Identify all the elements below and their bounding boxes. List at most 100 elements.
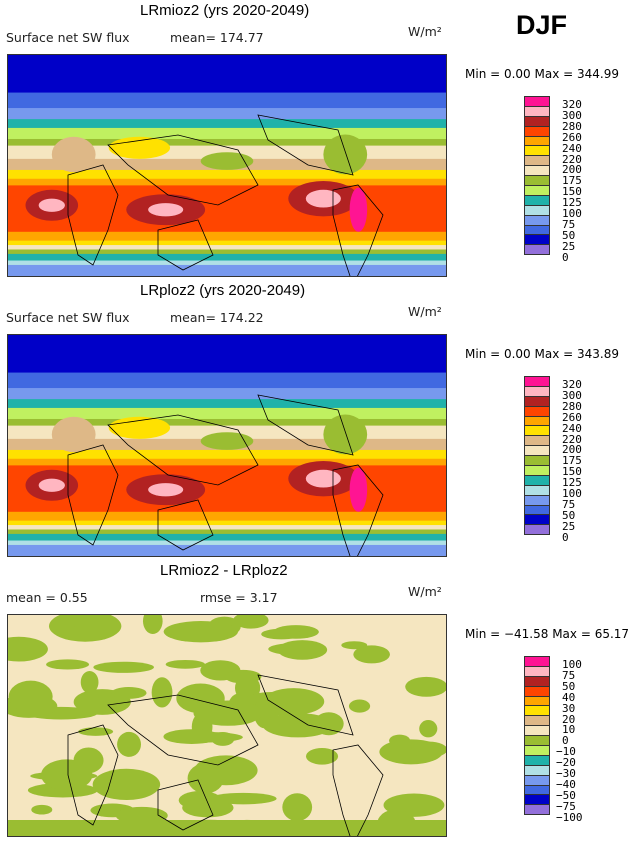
flux-band: [8, 260, 446, 266]
diff-region: [263, 688, 325, 715]
flux-band: [8, 335, 446, 374]
flux-band: [8, 264, 446, 277]
coastline: [157, 219, 214, 271]
diff-region: [41, 759, 93, 791]
flux-band: [8, 249, 446, 255]
rmse-label: rmse = 3.17: [200, 590, 278, 605]
diff-region: [8, 820, 446, 836]
diff-region: [348, 699, 371, 713]
flux-region: [200, 432, 254, 450]
diff-region: [182, 798, 234, 818]
colorbar-tick-label: 175: [562, 454, 582, 468]
colorbar-tick-label: 150: [562, 465, 582, 479]
coastline: [67, 164, 119, 266]
flux-band: [8, 540, 446, 546]
diff-region: [172, 732, 243, 743]
colorbar: [524, 656, 550, 816]
flux-band: [8, 169, 446, 180]
flux-band: [8, 458, 446, 466]
min-max-label: Min = 0.00 Max = 343.89: [465, 347, 619, 361]
colorbar-tick-label: −100: [556, 810, 583, 824]
colorbar-tick-label: 100: [562, 207, 582, 220]
flux-region: [38, 198, 65, 212]
diff-region: [142, 608, 163, 634]
diff-region: [193, 700, 263, 726]
colorbar: [524, 376, 550, 536]
flux-band: [8, 138, 446, 147]
coastline: [257, 394, 354, 456]
diff-region: [405, 676, 448, 697]
units-label: W/m²: [408, 584, 442, 599]
colorbar-tick-label: 75: [562, 217, 576, 231]
colorbar-tick-label: 30: [562, 701, 576, 715]
diff-region: [163, 621, 239, 643]
diff-region: [0, 636, 48, 662]
diff-region: [111, 687, 147, 699]
colorbar-tick-label: 175: [562, 174, 582, 188]
coastline: [107, 414, 259, 486]
colorbar-tick-label: 10: [562, 723, 576, 737]
flux-band: [8, 529, 446, 535]
flux-region: [349, 187, 368, 232]
colorbar-tick-label: −10: [556, 745, 576, 759]
colorbar-swatch: [524, 524, 550, 536]
coastline: [107, 694, 259, 766]
flux-band: [8, 372, 446, 389]
colorbar-tick-label: 50: [562, 679, 576, 693]
variable-label: Surface net SW flux: [6, 310, 130, 325]
map-panel: [7, 54, 447, 306]
coastline: [332, 464, 384, 567]
flux-band: [8, 127, 446, 140]
colorbar-swatch: [524, 244, 550, 256]
diff-region: [313, 712, 344, 736]
flux-region: [38, 478, 65, 492]
flux-band: [8, 388, 446, 400]
coastline: [67, 444, 119, 546]
diff-region: [233, 612, 269, 629]
map-panel: [7, 334, 447, 586]
flux-band: [8, 253, 446, 262]
diff-region: [194, 755, 258, 786]
colorbar-tick-label: 25: [562, 239, 576, 253]
season-label: DJF: [516, 10, 568, 40]
mean-label: mean = 0.55: [6, 590, 88, 605]
diff-region: [151, 677, 173, 708]
colorbar-tick-label: 320: [562, 378, 582, 391]
flux-band: [8, 525, 446, 530]
colorbar-tick-label: 20: [562, 712, 576, 726]
flux-band: [8, 399, 446, 409]
diff-region: [282, 793, 313, 822]
diff-region: [261, 628, 302, 640]
colorbar-tick-label: 200: [562, 163, 582, 177]
flux-region: [108, 136, 171, 159]
map-panel: [0, 608, 448, 842]
flux-band: [8, 119, 446, 129]
flux-band: [8, 185, 446, 233]
colorbar-tick-label: 100: [562, 487, 582, 500]
colorbar-tick-label: 0: [562, 250, 569, 264]
colorbar-tick-label: 75: [562, 668, 576, 682]
flux-band: [8, 520, 446, 526]
flux-region: [51, 416, 96, 453]
min-max-label: Min = 0.00 Max = 344.99: [465, 67, 619, 81]
flux-band: [8, 92, 446, 109]
colorbar-tick-label: 50: [562, 508, 576, 522]
colorbar-tick-label: 320: [562, 98, 582, 111]
diff-region: [92, 768, 161, 801]
colorbar-tick-label: 0: [562, 530, 569, 544]
flux-band: [8, 465, 446, 513]
units-label: W/m²: [408, 24, 442, 39]
colorbar-swatch: [524, 804, 550, 816]
min-max-label: Min = −41.58 Max = 65.17: [465, 627, 630, 641]
diff-region: [209, 792, 277, 805]
colorbar-tick-label: 240: [562, 421, 582, 435]
colorbar-tick-label: 0: [562, 734, 569, 748]
units-label: W/m²: [408, 304, 442, 319]
colorbar-tick-label: −30: [556, 767, 576, 780]
flux-region: [323, 134, 368, 175]
colorbar-tick-label: −75: [556, 799, 576, 813]
diff-region: [46, 659, 90, 670]
flux-band: [8, 544, 446, 557]
flux-region: [305, 469, 341, 488]
colorbar-tick-label: −20: [556, 756, 576, 770]
